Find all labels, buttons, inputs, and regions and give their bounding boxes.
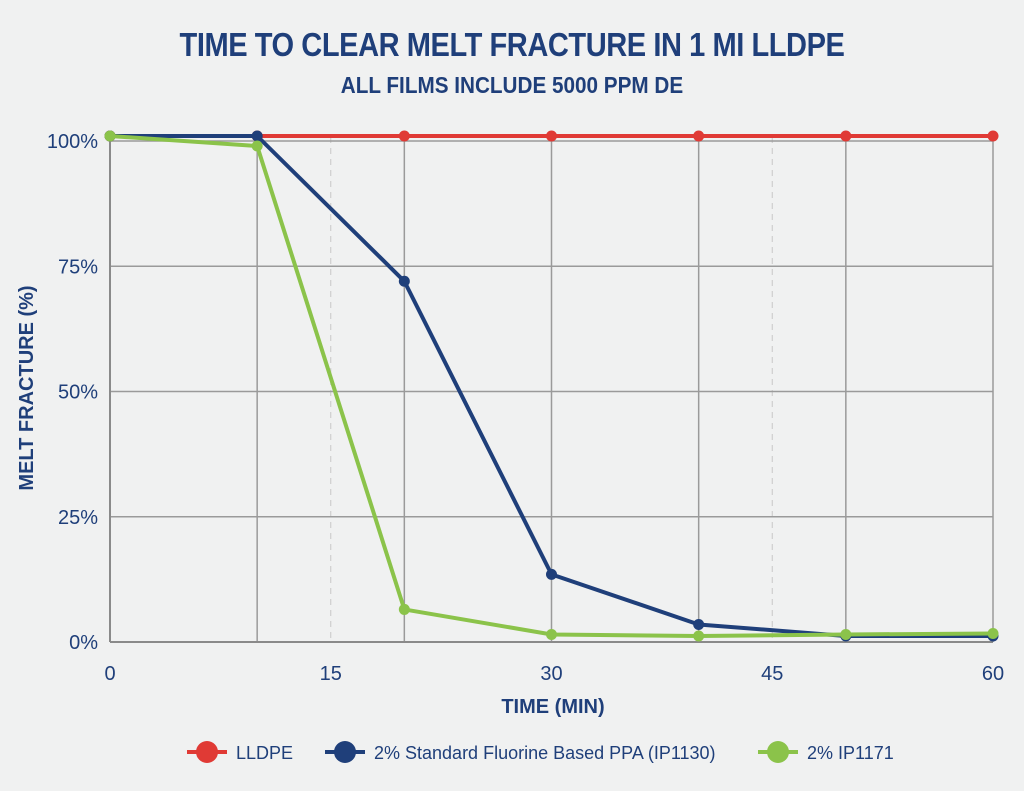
y-tick-label: 50% — [58, 382, 98, 404]
data-point — [987, 130, 999, 142]
data-point — [251, 130, 263, 142]
x-tick-label: 0 — [104, 663, 115, 685]
grid — [110, 137, 994, 642]
chart-title: TIME TO CLEAR MELT FRACTURE IN 1 MI LLDP… — [179, 26, 845, 63]
x-tick-label: 60 — [982, 663, 1004, 685]
legend-swatch-marker — [767, 741, 789, 763]
y-tick-label: 0% — [69, 632, 98, 654]
y-tick-label: 100% — [47, 131, 98, 153]
series-group — [104, 130, 999, 642]
y-tick-label: 75% — [58, 256, 98, 278]
tick-labels: 0 15 30 45 60 0% 25% 50% 75% 100% — [47, 131, 1004, 685]
data-point — [987, 627, 999, 639]
data-point — [398, 275, 410, 287]
data-point — [693, 618, 705, 630]
legend-swatch-marker — [196, 741, 218, 763]
data-point — [546, 130, 557, 142]
legend-label: LLDPE — [236, 743, 293, 763]
data-point — [840, 130, 852, 142]
legend-label: 2% Standard Fluorine Based PPA (IP1130) — [374, 743, 716, 763]
legend: LLDPE 2% Standard Fluorine Based PPA (IP1… — [187, 741, 894, 763]
data-point — [840, 628, 852, 640]
data-point — [546, 568, 557, 580]
data-point — [104, 130, 116, 142]
y-axis-label: MELT FRACTURE (%) — [16, 285, 38, 490]
data-point — [251, 140, 263, 152]
legend-label: 2% IP1171 — [807, 743, 894, 763]
data-point — [546, 628, 557, 640]
x-tick-label: 45 — [761, 663, 783, 685]
data-point — [398, 130, 410, 142]
legend-swatch-marker — [334, 741, 356, 763]
axes — [109, 137, 993, 643]
x-tick-label: 15 — [320, 663, 342, 685]
data-point — [693, 630, 705, 642]
y-tick-label: 25% — [58, 507, 98, 529]
data-point — [693, 130, 705, 142]
data-point — [398, 603, 410, 615]
x-tick-label: 30 — [540, 663, 562, 685]
x-axis-label: TIME (MIN) — [501, 696, 604, 718]
chart-subtitle: ALL FILMS INCLUDE 5000 PPM DE — [340, 72, 684, 98]
